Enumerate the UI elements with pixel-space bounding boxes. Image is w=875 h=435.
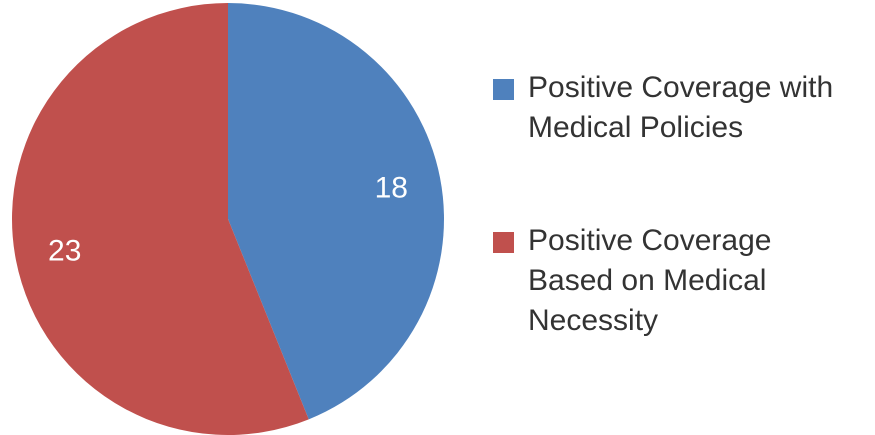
chart-legend: Positive Coverage with Medical Policies … [493,68,863,341]
legend-swatch-medical-necessity [493,232,514,253]
legend-label-medical-necessity: Positive Coverage Based on Medical Neces… [528,224,772,337]
legend-item-medical-necessity: Positive Coverage Based on Medical Neces… [493,221,863,341]
pie-slice-medical-policies [228,3,444,420]
pie-slice-medical-necessity [12,3,309,435]
legend-label-medical-policies: Positive Coverage with Medical Policies [528,71,834,144]
legend-swatch-medical-policies [493,79,514,100]
data-label-medical-necessity: 23 [48,235,81,268]
data-label-medical-policies: 18 [375,171,408,204]
legend-item-medical-policies: Positive Coverage with Medical Policies [493,68,863,148]
pie-slices [12,3,444,435]
